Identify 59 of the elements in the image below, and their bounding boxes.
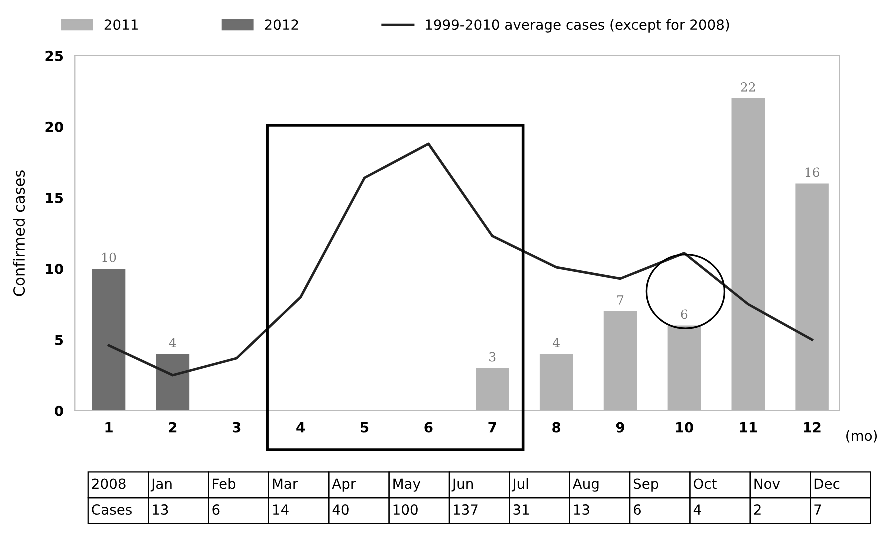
category-label: May [394, 478, 421, 492]
y-tick-label: 25 [46, 50, 64, 62]
category-label: Jun [452, 478, 474, 492]
data-label: 13 [153, 504, 168, 516]
x-tick-label: 12 [804, 422, 821, 433]
x-tick-label: 8 [552, 422, 561, 433]
data-label: 6 [634, 504, 641, 516]
legend-label: 1999-2010 average cases (except for 2008) [426, 19, 730, 33]
legend-label: 2012 [265, 20, 298, 30]
category-label: Nov [754, 478, 780, 490]
data-label: 4 [694, 504, 702, 515]
text: (mo) [846, 430, 878, 443]
x-tick-label: 11 [740, 422, 758, 433]
data-label: 100 [394, 504, 418, 516]
x-tick-label: 10 [676, 422, 694, 433]
data-label: 2 [754, 504, 761, 515]
data-label: 137 [454, 504, 478, 516]
data-label: 31 [514, 504, 530, 516]
x-tick-label: 3 [232, 422, 241, 433]
y-tick-label: 5 [55, 335, 64, 346]
x-tick-label: 4 [296, 422, 306, 433]
x-tick-label: 5 [361, 422, 369, 433]
data-label: 13 [574, 504, 590, 516]
text: Cases [92, 504, 132, 516]
y-tick-label: 0 [55, 406, 64, 416]
y-tick-label: 10 [46, 264, 64, 274]
category-label: Aug [572, 478, 599, 492]
x-tick-label: 1 [106, 422, 113, 433]
data-label: 4 [552, 338, 560, 348]
category-label: Oct [694, 478, 717, 490]
category-label: Jul [512, 478, 528, 492]
bar [156, 354, 190, 411]
legend-label: 2011 [104, 20, 138, 30]
data-label: 4 [169, 338, 176, 348]
data-label: 10 [102, 252, 116, 262]
x-tick-label: 7 [488, 422, 496, 433]
data-label: 40 [332, 504, 349, 516]
y-tick-label: 20 [46, 122, 64, 132]
category-label: Sep [634, 478, 658, 492]
data-label: 7 [618, 296, 624, 305]
category-label: Feb [213, 478, 236, 490]
y-axis-title: Confirmed cases [13, 170, 26, 296]
x-tick-label: 6 [424, 422, 433, 433]
data-label: 6 [212, 504, 220, 516]
data-label: 14 [273, 504, 289, 515]
x-tick-label: 9 [616, 422, 624, 433]
bar [92, 268, 126, 411]
category-label: Mar [273, 478, 298, 490]
x-tick-label: 2 [169, 422, 177, 433]
category-label: Jan [150, 478, 172, 492]
data-label: 16 [806, 168, 820, 178]
text: 2008 [92, 478, 126, 490]
data-label: 6 [681, 310, 688, 320]
data-label: 3 [490, 352, 496, 362]
category-label: Dec [814, 478, 840, 490]
data-label: 22 [741, 82, 756, 92]
y-tick-label: 15 [46, 193, 64, 204]
data-label: 7 [814, 504, 822, 515]
category-label: Apr [332, 478, 356, 492]
